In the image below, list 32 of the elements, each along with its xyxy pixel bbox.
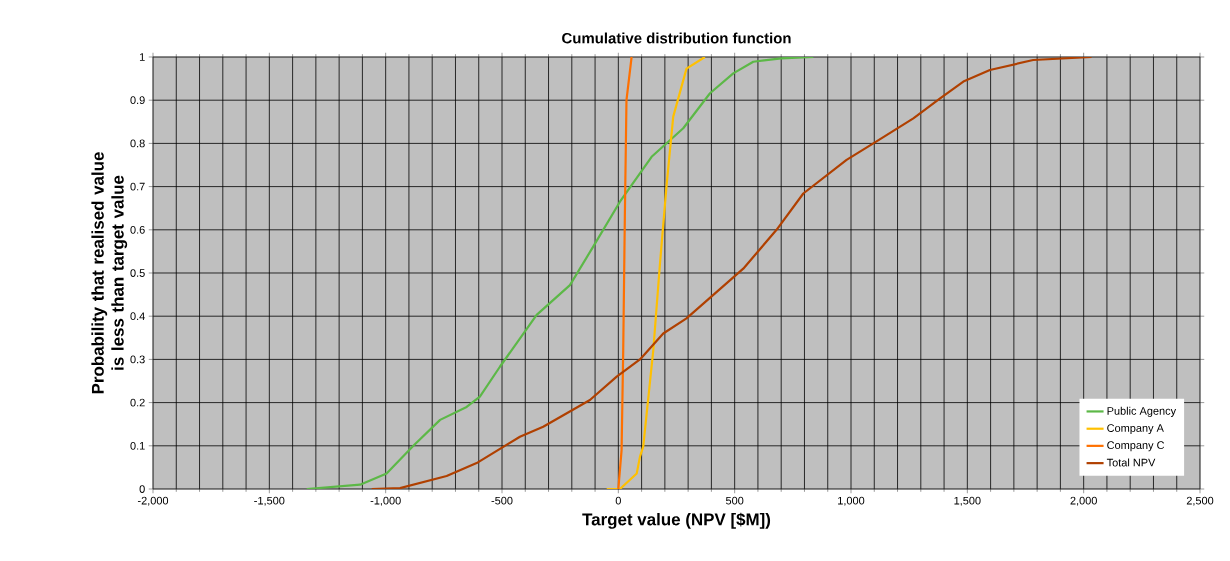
x-tick-label: 1,000	[838, 496, 865, 506]
x-tick-label: 1,500	[954, 496, 981, 506]
x-tick-label: -2,000	[137, 496, 169, 506]
chart-title: Cumulative distribution function	[562, 32, 791, 44]
y-tick-label: 0.9	[130, 96, 145, 105]
x-tick-label: -500	[491, 496, 513, 505]
line-series	[605, 57, 706, 489]
y-tick-label: 0.6	[130, 225, 145, 234]
x-tick-label: -1,500	[254, 496, 285, 506]
y-tick-label: 1	[139, 53, 145, 61]
x-tick-label: 500	[725, 496, 744, 505]
legend-label: Company C	[1107, 441, 1165, 452]
line-series	[305, 57, 815, 489]
y-tick-label: 0.4	[130, 312, 145, 321]
legend-label: Company A	[1107, 424, 1164, 435]
legend-label: Total NPV	[1106, 458, 1156, 467]
x-tick-label: 0	[615, 496, 621, 505]
y-tick-label: 0.3	[130, 355, 145, 364]
line-series	[617, 57, 633, 489]
legend-label: Public Agency	[1107, 406, 1177, 417]
y-tick-label: 0.8	[130, 139, 145, 148]
x-tick-label: 2,500	[1186, 496, 1214, 506]
y-axis-title: Probability that realised value is less than target value	[91, 152, 128, 394]
x-axis-title: Target value (NPV [$M])	[582, 512, 771, 529]
y-tick-label: 0.5	[130, 269, 145, 277]
y-tick-label: 0.1	[130, 441, 145, 450]
line-series	[370, 57, 1093, 489]
y-tick-label: 0.2	[130, 398, 145, 407]
y-tick-label: 0.7	[130, 182, 145, 191]
x-tick-label: 2,000	[1070, 496, 1097, 506]
x-tick-label: -1,000	[370, 496, 401, 506]
y-tick-label: 0	[139, 485, 145, 493]
